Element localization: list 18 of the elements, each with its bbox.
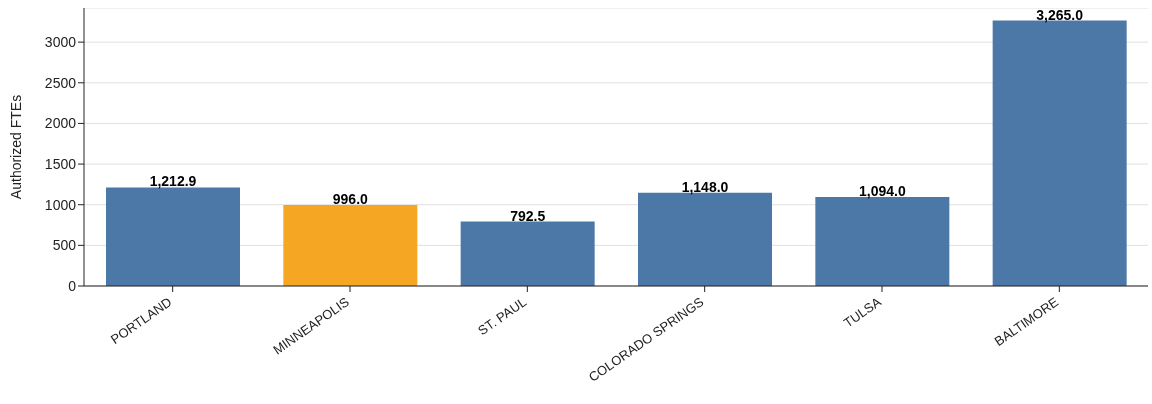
bar bbox=[460, 221, 595, 286]
data-label: 1,148.0 bbox=[681, 178, 729, 195]
bar bbox=[283, 205, 418, 286]
data-label: 1,212.9 bbox=[149, 173, 197, 190]
bar bbox=[815, 197, 950, 286]
y-axis-title: Authorized FTEs bbox=[7, 94, 24, 200]
y-tick-label: 0 bbox=[68, 277, 77, 294]
bar bbox=[106, 187, 240, 286]
y-tick-label: 500 bbox=[52, 237, 77, 254]
data-label: 996.0 bbox=[332, 191, 369, 208]
y-tick-label: 3000 bbox=[44, 34, 77, 51]
data-label: 1,094.0 bbox=[858, 183, 906, 200]
data-label: 792.5 bbox=[510, 207, 546, 224]
y-tick-label: 1000 bbox=[44, 196, 77, 213]
data-label: 3,265.0 bbox=[1036, 6, 1084, 23]
y-tick-label: 2500 bbox=[44, 74, 77, 91]
y-tick-label: 1500 bbox=[44, 156, 77, 173]
y-tick-label: 2000 bbox=[44, 115, 77, 132]
